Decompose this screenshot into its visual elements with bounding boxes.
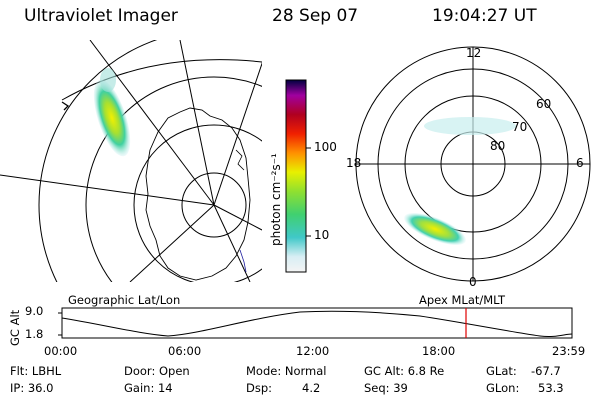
- gc-alt-status: GC Alt: 6.8 Re: [364, 364, 445, 378]
- time-label: 19:04:27 UT: [432, 6, 537, 26]
- filter-status: Flt: LBHL: [10, 364, 62, 378]
- mlt-label-dusk: 18: [346, 156, 362, 170]
- mlt-label-midnight: 0: [469, 275, 477, 289]
- apex-label: Apex MLat/MLT: [419, 293, 506, 307]
- mlt-label-dawn: 6: [576, 156, 584, 170]
- date-label: 28 Sep 07: [272, 6, 359, 26]
- latitude-circle: [133, 124, 262, 282]
- mlt-label-noon: 12: [466, 46, 482, 60]
- dsp-label: Dsp:: [246, 381, 273, 395]
- glon-value: 53.3: [538, 381, 564, 395]
- aurora-oval-polar: [404, 212, 466, 246]
- y-tick-1-8: 1.8: [25, 327, 44, 341]
- glat-label: GLat:: [486, 364, 517, 378]
- mode-status: Mode: Normal: [246, 364, 327, 378]
- instrument-title: Ultraviolet Imager: [24, 6, 178, 26]
- altitude-curve: [61, 310, 573, 338]
- diffuse-aurora: [424, 117, 516, 135]
- dsp-value: 4.2: [302, 381, 321, 395]
- glat-value: -67.7: [531, 364, 561, 378]
- pointer-arrow: [61, 101, 70, 111]
- x-tick-0000: 00:00: [44, 344, 78, 358]
- x-tick-1200: 12:00: [296, 344, 330, 358]
- seq-status: Seq: 39: [364, 381, 408, 395]
- door-status: Door: Open: [124, 364, 190, 378]
- gain-status: Gain: 14: [124, 381, 173, 395]
- latitude-circle: [85, 76, 262, 282]
- timeline-frame: [61, 307, 573, 339]
- colorbar-tick-10: 10: [314, 228, 330, 242]
- mlat-label-60: 60: [536, 97, 552, 111]
- aurora-oval-geo: [93, 79, 131, 157]
- latitude-circle: [181, 172, 247, 238]
- latitude-circle: [38, 40, 158, 282]
- geographic-label: Geographic Lat/Lon: [68, 293, 181, 307]
- mlat-label-70: 70: [512, 120, 528, 134]
- colorbar-tick-100: 100: [314, 140, 337, 154]
- x-tick-0600: 06:00: [168, 344, 202, 358]
- mlat-label-80: 80: [490, 139, 506, 153]
- ip-status: IP: 36.0: [10, 381, 54, 395]
- x-tick-1800: 18:00: [422, 344, 456, 358]
- x-tick-2359: 23:59: [552, 344, 586, 358]
- glon-label: GLon:: [486, 381, 520, 395]
- coastline: [145, 107, 251, 281]
- colorbar-strip: [285, 79, 307, 273]
- y-tick-9: 9.0: [25, 304, 44, 318]
